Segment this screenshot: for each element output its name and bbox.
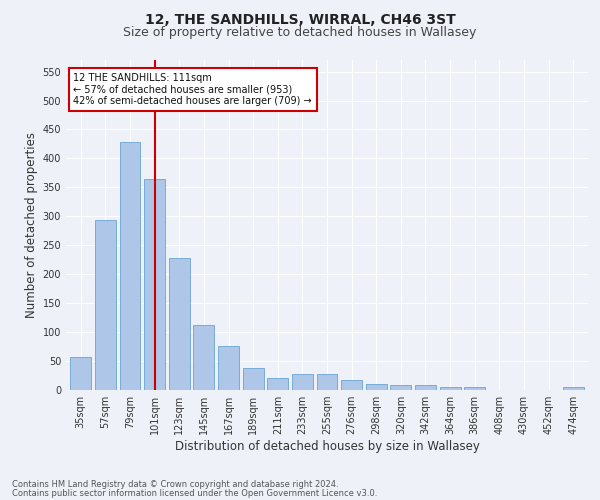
Bar [169, 258, 190, 390]
X-axis label: Distribution of detached houses by size in Wallasey: Distribution of detached houses by size … [175, 440, 479, 453]
Bar [242, 368, 263, 390]
Bar [144, 178, 165, 390]
Bar [464, 387, 485, 390]
Text: Contains HM Land Registry data © Crown copyright and database right 2024.: Contains HM Land Registry data © Crown c… [12, 480, 338, 489]
Text: 12 THE SANDHILLS: 111sqm
← 57% of detached houses are smaller (953)
42% of semi-: 12 THE SANDHILLS: 111sqm ← 57% of detach… [73, 72, 312, 106]
Bar [193, 325, 214, 390]
Bar [70, 357, 91, 390]
Bar [563, 387, 584, 390]
Bar [317, 374, 337, 390]
Bar [341, 380, 362, 390]
Bar [440, 387, 461, 390]
Text: Size of property relative to detached houses in Wallasey: Size of property relative to detached ho… [124, 26, 476, 39]
Bar [119, 142, 140, 390]
Y-axis label: Number of detached properties: Number of detached properties [25, 132, 38, 318]
Bar [95, 220, 116, 390]
Bar [415, 386, 436, 390]
Bar [391, 385, 412, 390]
Bar [366, 384, 387, 390]
Text: Contains public sector information licensed under the Open Government Licence v3: Contains public sector information licen… [12, 488, 377, 498]
Text: 12, THE SANDHILLS, WIRRAL, CH46 3ST: 12, THE SANDHILLS, WIRRAL, CH46 3ST [145, 12, 455, 26]
Bar [218, 346, 239, 390]
Bar [267, 378, 288, 390]
Bar [292, 374, 313, 390]
